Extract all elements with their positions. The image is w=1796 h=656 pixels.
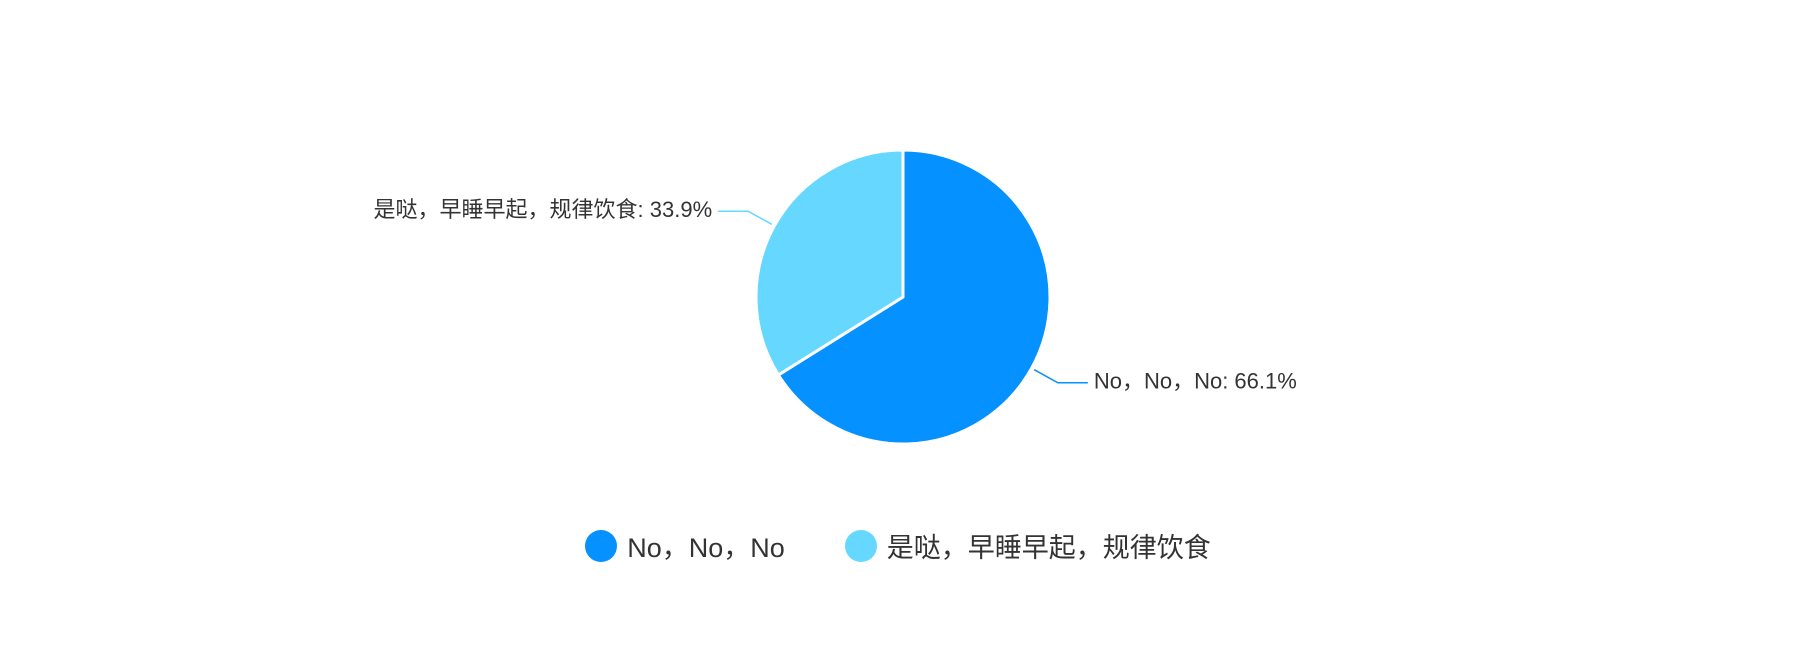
legend-swatch-no (585, 529, 618, 562)
pie-slice-1[interactable] (754, 148, 905, 377)
chart-legend: No，No，No 是哒，早睡早起，规律饮食 (0, 526, 1796, 565)
leader-line-0 (1033, 369, 1088, 384)
leader-line-1 (718, 210, 773, 225)
slice-label-1: 是哒，早睡早起，规律饮食: 33.9% (374, 197, 713, 222)
slice-label-0: No，No，No: 66.1% (1094, 369, 1297, 394)
legend-item-yes[interactable]: 是哒，早睡早起，规律饮食 (844, 526, 1211, 565)
legend-item-no[interactable]: No，No，No (585, 526, 785, 565)
pie-slice-0[interactable] (776, 148, 1052, 446)
legend-label-yes: 是哒，早睡早起，规律饮食 (886, 533, 1211, 563)
legend-label-no: No，No，No (627, 533, 785, 563)
legend-swatch-yes (844, 529, 877, 562)
